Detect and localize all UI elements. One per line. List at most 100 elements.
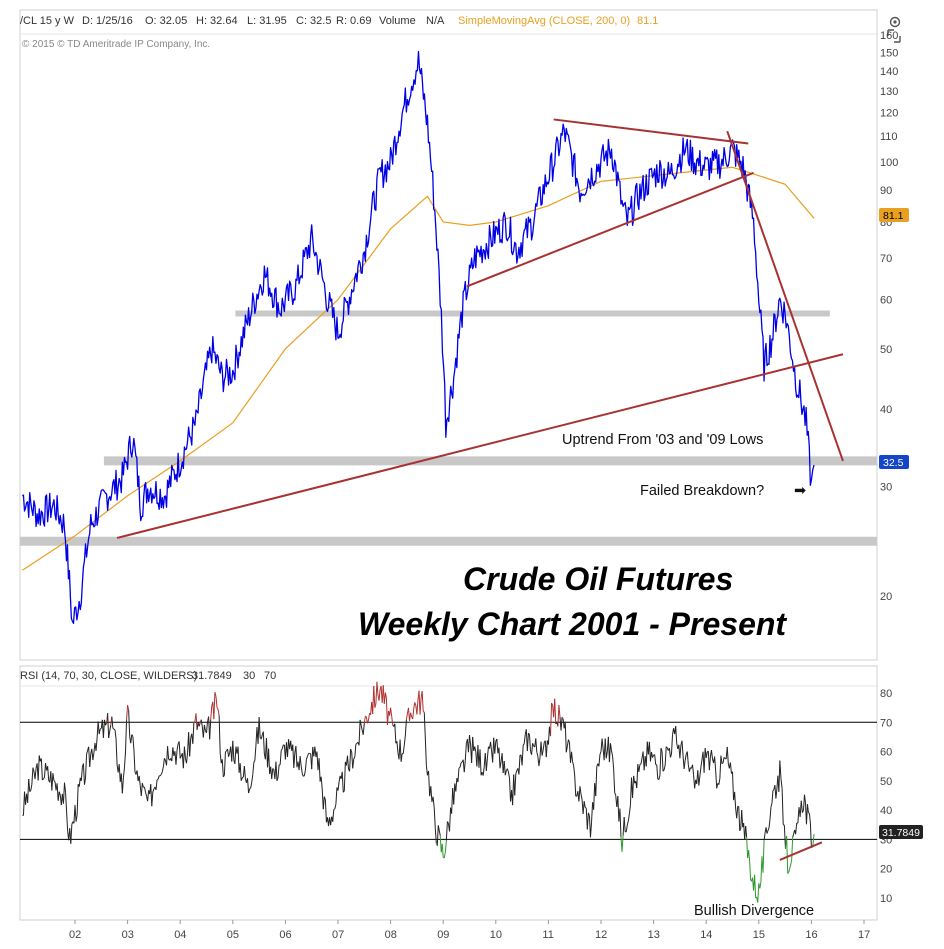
rsi-segment xyxy=(679,744,682,759)
rsi-segment xyxy=(366,719,369,724)
rsi-segment xyxy=(560,717,563,731)
rsi-segment xyxy=(551,702,554,706)
rsi-segment xyxy=(334,804,337,809)
rsi-segment xyxy=(612,756,615,769)
rsi-segment xyxy=(124,720,128,753)
rsi-segment xyxy=(425,765,428,776)
rsi-segment xyxy=(162,758,165,767)
rsi-segment xyxy=(195,713,198,730)
bullish-divergence-annotation: Bullish Divergence xyxy=(694,903,814,919)
rsi-segment xyxy=(763,832,766,841)
rsi-segment xyxy=(683,760,686,769)
rsi-segment xyxy=(107,713,110,739)
rsi-segment xyxy=(332,809,335,822)
price-tick-label: 30 xyxy=(880,482,892,494)
rsi-segment xyxy=(80,767,83,781)
rsi-segment xyxy=(421,691,424,712)
x-tick-label: 05 xyxy=(227,929,239,941)
rsi-segment xyxy=(564,721,567,753)
rsi-segment xyxy=(250,782,253,789)
rsi-segment xyxy=(105,722,108,726)
rsi-segment xyxy=(399,739,402,762)
rsi-segment xyxy=(307,753,310,757)
rsi-segment xyxy=(428,770,431,797)
rsi-segment xyxy=(795,822,798,835)
rsi-segment xyxy=(633,775,636,784)
rsi-segment xyxy=(738,806,741,831)
rsi-segment xyxy=(103,719,106,726)
arrow-right-icon: ➡ xyxy=(794,483,807,499)
rsi-segment xyxy=(31,767,34,785)
gear-icon[interactable] xyxy=(889,16,901,28)
rsi-segment xyxy=(243,765,246,779)
rsi-segment xyxy=(217,709,220,716)
rsi-segment xyxy=(355,743,358,745)
rsi-segment xyxy=(792,833,795,838)
rsi-segment xyxy=(601,738,604,749)
rsi-segment xyxy=(609,743,613,751)
rsi-segment xyxy=(656,764,659,780)
rsi-segment xyxy=(143,786,146,793)
rsi-segment xyxy=(485,758,488,771)
rsi-segment xyxy=(108,731,111,739)
rsi-segment xyxy=(151,791,154,807)
rsi-segment xyxy=(335,787,338,805)
rsi-segment xyxy=(504,770,507,776)
rsi-segment xyxy=(542,742,545,751)
rsi-header: RSI (14, 70, 30, CLOSE, WILDERS) 31.7849… xyxy=(20,670,276,682)
rsi-segment xyxy=(343,761,346,791)
rsi-segment xyxy=(736,806,739,819)
rsi-segment xyxy=(688,767,691,772)
rsi-segment xyxy=(161,766,164,772)
chart-title-line1: Crude Oil Futures xyxy=(463,561,733,597)
rsi-segment xyxy=(771,790,774,804)
rsi-segment xyxy=(214,691,217,697)
rsi-segment xyxy=(360,725,363,731)
rsi-segment xyxy=(623,816,626,832)
rsi-segment xyxy=(253,760,256,763)
rsi-segment xyxy=(362,722,365,735)
rsi-segment xyxy=(203,724,206,731)
rsi-segment xyxy=(159,774,162,777)
rsi-segment xyxy=(183,746,186,759)
rsi-segment xyxy=(464,743,467,761)
rsi-segment xyxy=(383,692,386,704)
rsi-value: 31.7849 xyxy=(192,670,232,682)
rsi-segment xyxy=(268,748,271,774)
rsi-segment xyxy=(112,727,115,730)
rsi-segment xyxy=(692,764,695,775)
rsi-segment xyxy=(346,755,350,770)
rsi-segment xyxy=(441,843,444,858)
rsi-segment xyxy=(664,746,667,766)
rsi-segment xyxy=(443,852,446,859)
rsi-segment xyxy=(247,778,250,794)
rsi-segment xyxy=(320,776,323,790)
rsi-segment xyxy=(318,758,321,782)
rsi-segment xyxy=(663,764,666,770)
rsi-segment xyxy=(800,800,803,813)
rsi-segment xyxy=(648,741,651,762)
rsi-segment xyxy=(769,807,772,820)
rsi-segment xyxy=(430,786,433,802)
price-line xyxy=(21,50,815,625)
rsi-segment xyxy=(58,791,61,796)
rsi-segment xyxy=(271,768,274,779)
rsi-segment xyxy=(404,719,407,736)
rsi-segment xyxy=(469,735,472,745)
trendlines xyxy=(116,118,844,539)
rsi-segment xyxy=(640,757,643,764)
rsi-segment xyxy=(658,775,661,780)
rsi-segment xyxy=(482,766,485,776)
rsi-segment xyxy=(342,790,345,793)
rsi-segment xyxy=(636,764,639,789)
expand-icon[interactable] xyxy=(887,29,901,43)
rsi-segment xyxy=(209,719,212,740)
rsi-segment xyxy=(686,751,689,765)
trendline xyxy=(726,130,844,462)
rsi-segment xyxy=(279,750,282,765)
rsi-segment xyxy=(281,744,284,749)
rsi-segment xyxy=(639,763,642,765)
price-badge-value: 32.5 xyxy=(883,457,904,469)
rsi-segment xyxy=(498,747,501,769)
